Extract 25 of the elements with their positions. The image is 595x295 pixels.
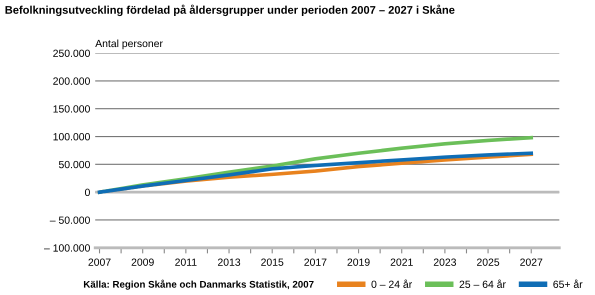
legend-label: 65+ år [553, 279, 582, 288]
legend-label: 0 – 24 år [371, 279, 412, 288]
y-tick-label: 100.000 [53, 133, 90, 140]
x-tick-label: 2013 [218, 258, 240, 266]
y-tick-label: 200.000 [53, 77, 90, 85]
x-tick-label: 2015 [261, 258, 284, 266]
y-axis-title: Antal personer [95, 39, 163, 50]
y-tick-label: 250.000 [53, 50, 90, 57]
x-tick-label: 2023 [434, 258, 456, 266]
y-tick-label: – 50.000 [50, 216, 90, 224]
x-tick-label: 2027 [520, 258, 542, 266]
y-tick-label: – 100.000 [44, 244, 90, 252]
x-tick-label: 2007 [88, 258, 111, 266]
x-tick-label: 2025 [477, 258, 500, 266]
y-tick-label: 50.000 [58, 160, 90, 168]
x-tick-label: 2017 [304, 258, 326, 266]
text: Källa: Region Skåne och Danmarks Statistik, 2007 [84, 280, 314, 290]
x-tick-label: 2021 [390, 258, 413, 266]
x-tick-label: 2019 [347, 258, 370, 266]
legend-label: 25 – 64 år [460, 279, 506, 288]
chart-title: Befolkningsutveckling fördelad på åldersgrupper under perioden 2007 – 2027 i Skåne [6, 4, 455, 16]
y-tick-label: 150.000 [53, 105, 90, 113]
y-tick-label: 0 [84, 188, 90, 196]
x-tick-label: 2009 [132, 258, 154, 266]
x-tick-label: 2011 [175, 258, 197, 266]
